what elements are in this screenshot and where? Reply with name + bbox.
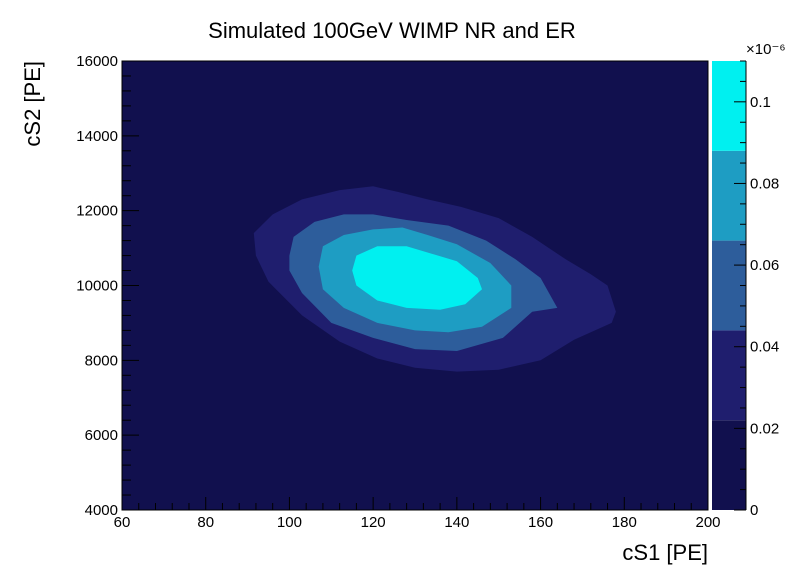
colorbar-band xyxy=(712,420,746,510)
colorbar-tick-label: 0.06 xyxy=(750,257,779,274)
x-tick-label: 120 xyxy=(361,514,386,531)
x-tick-label: 180 xyxy=(612,514,637,531)
colorbar-exponent: ×10⁻⁶ xyxy=(746,41,786,58)
y-tick-label: 14000 xyxy=(76,128,118,145)
y-tick-label: 12000 xyxy=(76,203,118,220)
y-tick-label: 16000 xyxy=(76,53,118,70)
colorbar-tick-label: 0.1 xyxy=(750,94,771,111)
y-axis-title: cS2 [PE] xyxy=(20,61,45,147)
chart-title: Simulated 100GeV WIMP NR and ER xyxy=(208,18,576,43)
colorbar-band xyxy=(712,61,746,151)
y-tick-label: 4000 xyxy=(85,502,118,519)
y-tick-label: 6000 xyxy=(85,427,118,444)
x-tick-label: 80 xyxy=(197,514,214,531)
x-tick-label: 100 xyxy=(277,514,302,531)
colorbar-tick-label: 0.02 xyxy=(750,420,779,437)
x-axis-title: cS1 [PE] xyxy=(622,540,708,565)
plot-area xyxy=(121,60,709,511)
colorbar-band xyxy=(712,330,746,421)
x-tick-label: 160 xyxy=(528,514,553,531)
x-axis: 60 80 100 120 140 160 180 200 xyxy=(114,497,721,531)
y-axis: 4000 6000 8000 10000 12000 14000 16000 xyxy=(76,53,139,519)
y-tick-label: 10000 xyxy=(76,278,118,295)
colorbar-tick-label: 0.08 xyxy=(750,175,779,192)
x-tick-label: 60 xyxy=(114,514,131,531)
x-tick-label: 200 xyxy=(695,514,720,531)
x-tick-label: 140 xyxy=(444,514,469,531)
colorbar-tick-label: 0 xyxy=(750,502,758,519)
colorbar-band xyxy=(712,150,746,241)
contour-band-4 xyxy=(352,246,482,310)
colorbar-tick-label: 0.04 xyxy=(750,339,779,356)
y-tick-label: 8000 xyxy=(85,352,118,369)
colorbar: 0 0.02 0.04 0.06 0.08 0.1 xyxy=(712,60,779,519)
contour-layer xyxy=(253,186,616,372)
